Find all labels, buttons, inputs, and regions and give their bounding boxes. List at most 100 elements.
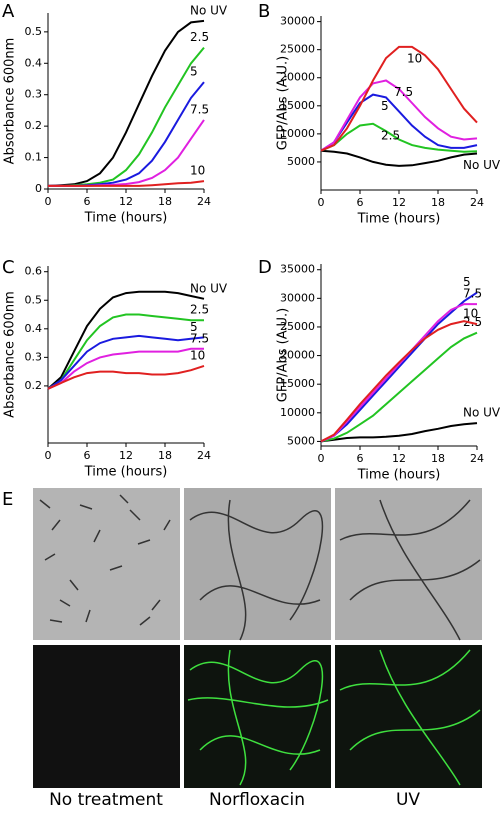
x-tick-label: 6 (84, 449, 91, 462)
series-line (48, 119, 205, 187)
series-line (48, 180, 205, 187)
x-tick-label: 24 (470, 196, 484, 209)
series-line (320, 320, 478, 443)
y-tick-label: 0.5 (25, 25, 43, 38)
y-axis-label: Absorbance 600nm (3, 38, 18, 165)
y-tick-label: 0.5 (25, 293, 43, 306)
panel-label: E (2, 489, 13, 510)
x-tick-label: 24 (470, 452, 484, 465)
y-tick-label: 15000 (280, 99, 315, 112)
x-tick-label: 6 (357, 196, 364, 209)
series-label: 7.5 (463, 287, 482, 301)
series-label: 10 (190, 348, 205, 362)
y-tick-label: 10000 (280, 127, 315, 140)
panel-label: A (2, 1, 15, 22)
y-tick-label: 25000 (280, 320, 315, 333)
x-axis-label: Time (hours) (357, 468, 441, 483)
series-line (320, 291, 478, 443)
x-tick-label: 18 (158, 195, 172, 208)
x-tick-label: 0 (45, 195, 52, 208)
series-label: No UV (463, 406, 500, 420)
series-label: 7.5 (190, 102, 209, 116)
series-line (320, 303, 477, 443)
y-tick-label: 5000 (287, 155, 315, 168)
series-line (47, 334, 205, 390)
series-line (47, 290, 205, 390)
y-tick-label: 5000 (287, 434, 315, 447)
series-label: 7.5 (190, 331, 209, 345)
cells (39, 494, 481, 641)
x-tick-label: 0 (318, 452, 325, 465)
x-tick-label: 0 (318, 196, 325, 209)
y-tick-label: 30000 (280, 15, 315, 28)
series-line (320, 149, 478, 167)
x-tick-label: 6 (84, 195, 91, 208)
x-axis-label: Time (hours) (84, 211, 168, 226)
series-label: 2.5 (190, 30, 209, 44)
y-tick-label: 0.4 (25, 322, 43, 335)
image-caption: Norfloxacin (209, 790, 305, 810)
y-tick-label: 35000 (280, 263, 315, 276)
series-line (320, 45, 478, 152)
y-tick-label: 25000 (280, 43, 315, 56)
y-tick-label: 0.3 (25, 350, 43, 363)
series-line (47, 364, 205, 390)
x-tick-label: 18 (431, 196, 445, 209)
series-line (47, 19, 205, 187)
y-tick-label: 10000 (280, 406, 315, 419)
x-tick-label: 24 (197, 195, 211, 208)
x-tick-label: 24 (197, 449, 211, 462)
series-line (47, 313, 204, 390)
micrographs (33, 488, 482, 788)
y-tick-label: 0.1 (25, 151, 43, 164)
y-axis-label: GFP/Abs (A.U.) (276, 56, 291, 150)
y-tick-label: 0.2 (25, 119, 43, 132)
y-tick-label: 0.3 (25, 88, 43, 101)
series-label: 5 (190, 320, 198, 334)
series-line (320, 331, 478, 443)
panel-label: D (258, 257, 272, 278)
panel-label: B (258, 1, 270, 22)
fluorescence-image (184, 645, 331, 788)
phase-image (33, 488, 180, 640)
x-axis-label: Time (hours) (357, 212, 441, 227)
series-label: 7.5 (394, 85, 413, 99)
series-label: No UV (190, 3, 228, 17)
image-caption: UV (396, 790, 420, 810)
fluorescence-image (33, 645, 180, 788)
phase-image (184, 488, 331, 640)
series-line (320, 122, 478, 153)
series-label: No UV (463, 158, 500, 172)
series-label: 10 (463, 307, 478, 321)
y-tick-label: 20000 (280, 71, 315, 84)
series-label: No UV (190, 281, 228, 295)
series-label: 10 (407, 51, 422, 65)
series-line (320, 93, 478, 152)
y-tick-label: 15000 (280, 377, 315, 390)
x-tick-label: 12 (392, 452, 406, 465)
image-caption: No treatment (49, 790, 163, 810)
series-line (47, 347, 204, 390)
y-tick-label: 0 (35, 182, 42, 195)
x-tick-label: 12 (392, 196, 406, 209)
x-tick-label: 6 (357, 452, 364, 465)
series-label: 5 (381, 99, 389, 113)
y-axis-label: GFP/Abs (A.U.) (276, 308, 291, 402)
x-tick-label: 12 (119, 449, 133, 462)
x-tick-label: 12 (119, 195, 133, 208)
x-axis-label: Time (hours) (84, 465, 168, 480)
series-line (320, 422, 478, 443)
fluorescent-cells (187, 649, 481, 786)
series-label: 2.5 (381, 128, 400, 142)
series-label: 5 (463, 275, 471, 289)
y-axis-label: Absorbance 600nm (3, 291, 18, 418)
y-tick-label: 20000 (280, 349, 315, 362)
series-label: 2.5 (190, 303, 209, 317)
y-tick-label: 0.4 (25, 56, 43, 69)
series-line (320, 79, 478, 152)
y-tick-label: 30000 (280, 291, 315, 304)
x-tick-label: 0 (45, 449, 52, 462)
series-label: 5 (190, 65, 198, 79)
